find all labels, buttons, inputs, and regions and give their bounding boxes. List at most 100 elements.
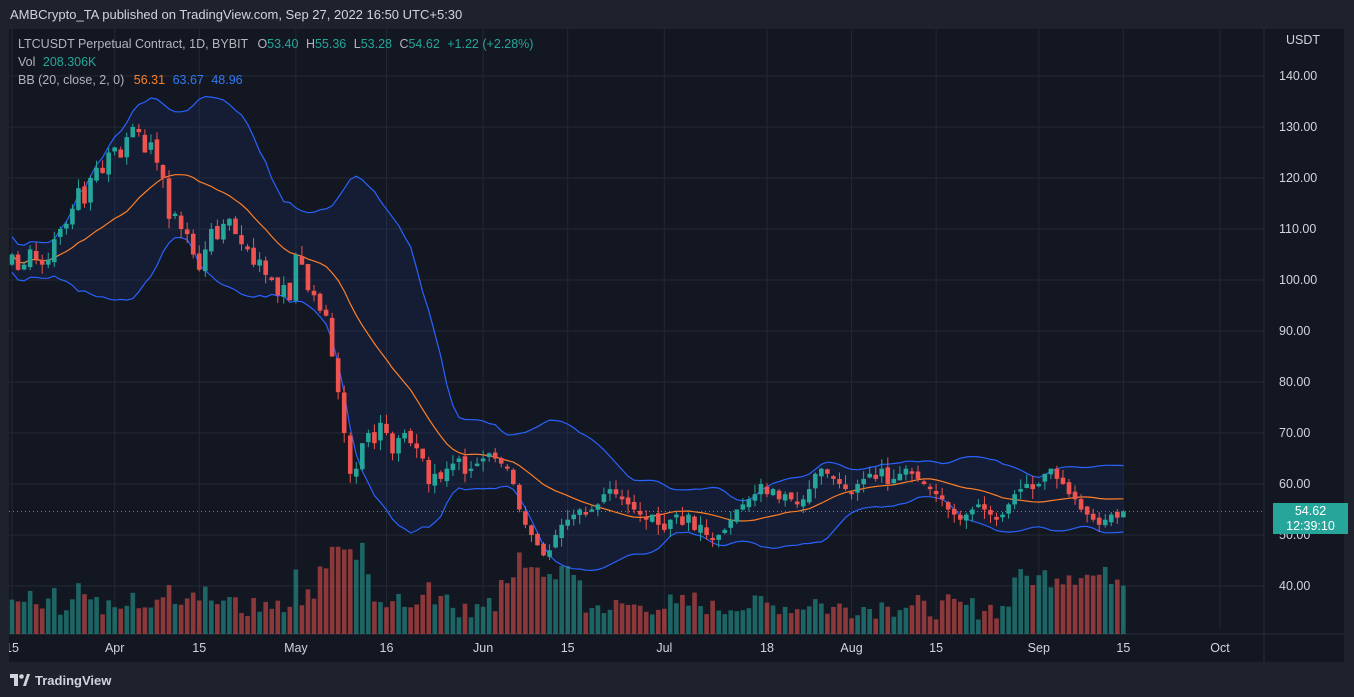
volume-bar (595, 605, 601, 634)
volume-bar (686, 605, 691, 634)
volume-bar (800, 609, 806, 634)
y-tick-label: 110.00 (1279, 222, 1316, 236)
volume-bar (1108, 583, 1114, 634)
volume-bar (1121, 585, 1126, 634)
candle-body (1066, 482, 1072, 495)
volume-bar (740, 610, 746, 634)
candle-body (39, 259, 45, 265)
volume-bar (408, 607, 413, 634)
volume-bar (1072, 584, 1078, 634)
bb-label[interactable]: BB (20, close, 2, 0) (18, 73, 125, 87)
candle-body (541, 543, 546, 556)
candle-body (547, 550, 552, 557)
published-text: AMBCrypto_TA published on TradingView.co… (10, 7, 463, 22)
volume-bar (873, 618, 879, 634)
candle-body (1102, 519, 1108, 526)
volume-bar (1096, 574, 1102, 634)
volume-bar (432, 604, 438, 634)
candle-body (209, 229, 214, 252)
candle-body (184, 229, 190, 235)
candle-body (595, 504, 601, 510)
volume-bar (1102, 566, 1108, 634)
candle-body (305, 264, 311, 291)
volume-bar (402, 606, 407, 634)
volume-bar (1036, 575, 1042, 634)
volume-label[interactable]: Vol (18, 55, 36, 69)
chart-frame[interactable]: 140.00 130.00 120.00 110.00 100.00 90.00 80.00… (9, 29, 1348, 662)
candle-body (9, 254, 15, 265)
candle-body (1042, 473, 1048, 482)
candle-body (692, 516, 697, 530)
candle-body (221, 223, 226, 240)
volume-bar (704, 614, 709, 634)
volume-bar (142, 607, 148, 634)
volume-bar (263, 601, 268, 634)
volume-bar (184, 598, 190, 634)
price-chart[interactable]: 140.00 130.00 120.00 110.00 100.00 90.00 80.00… (9, 29, 1344, 662)
bb-band-fill (12, 96, 1124, 571)
candle-body (933, 491, 939, 495)
candle-body (637, 510, 643, 515)
x-tick-label: 15 (1116, 641, 1130, 655)
volume-bar (94, 597, 99, 634)
volume-bar (1090, 575, 1096, 634)
volume-bar (154, 599, 160, 634)
volume-bar (390, 601, 395, 634)
candle-body (45, 259, 51, 265)
volume-bar (486, 597, 492, 634)
x-tick-label: Jul (656, 641, 672, 655)
candle-body (450, 463, 456, 471)
symbol-title[interactable]: LTCUSDT Perpetual Contract, 1D, BYBIT (18, 37, 248, 51)
volume-bar (58, 614, 63, 634)
volume-bar (269, 608, 275, 634)
volume-bar (607, 609, 613, 634)
volume-bar (1018, 569, 1023, 634)
y-tick-label: 40.00 (1279, 579, 1310, 593)
candle-body (716, 535, 721, 540)
candle-body (438, 472, 444, 479)
volume-bar (529, 567, 534, 634)
volume-bar (813, 599, 818, 634)
volume-bar (855, 615, 860, 634)
candle-body (964, 514, 969, 521)
volume-bar (523, 567, 528, 634)
x-tick-label: Jun (473, 641, 493, 655)
candle-body (154, 139, 160, 163)
low-label: L (353, 37, 361, 51)
high-value: 55.36 (314, 37, 347, 51)
volume-bar (837, 603, 842, 634)
volume-bar (613, 599, 619, 634)
volume-bar (1000, 606, 1005, 634)
candle-body (335, 358, 341, 393)
candle-body (402, 433, 407, 439)
last-price-value: 54.62 (1294, 504, 1327, 519)
candle-body (1096, 517, 1102, 525)
candle-body (523, 511, 528, 525)
volume-bar (221, 600, 226, 634)
volume-bar (492, 611, 498, 634)
volume-bar (692, 592, 697, 634)
candle-body (710, 537, 715, 541)
volume-bar (1060, 584, 1066, 634)
candle-body (788, 492, 794, 500)
volume-bar (1012, 577, 1017, 634)
x-tick-label: Aug (840, 641, 862, 655)
candle-body (915, 471, 921, 479)
volume-bar (33, 604, 39, 634)
candle-body (341, 392, 347, 433)
y-tick-label: 80.00 (1279, 375, 1310, 389)
candle-body (607, 489, 613, 494)
candle-body (257, 259, 262, 266)
candle-body (106, 152, 111, 175)
volume-bar (426, 582, 432, 634)
candle-body (873, 474, 879, 479)
y-tick-label: 130.00 (1279, 120, 1317, 134)
volume-bar (329, 546, 335, 634)
tradingview-logo[interactable]: TradingView (10, 671, 111, 689)
volume-bar (619, 603, 625, 634)
candle-body (480, 458, 486, 462)
candle-body (172, 213, 178, 217)
volume-bar (891, 616, 897, 634)
candle-body (58, 229, 63, 237)
bb-middle-line (11, 174, 1124, 522)
